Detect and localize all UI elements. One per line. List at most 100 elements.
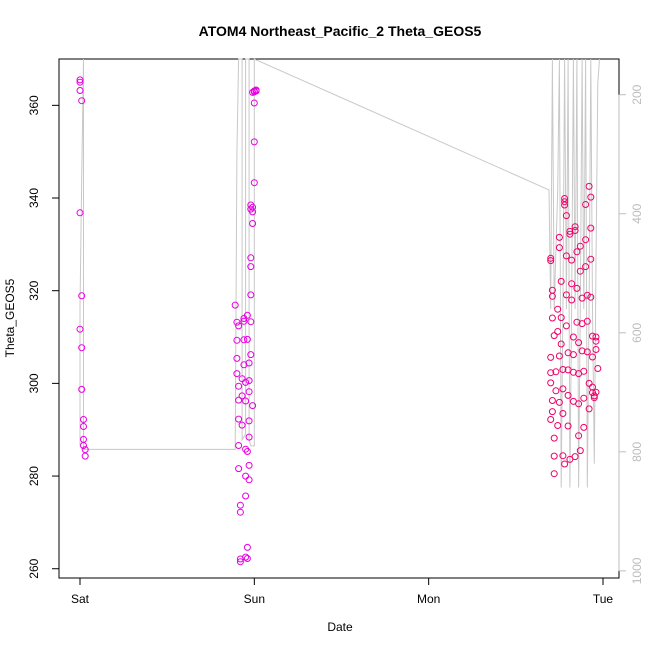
data-point <box>587 224 595 232</box>
y2-tick-label: 600 <box>630 322 644 342</box>
data-point <box>247 201 255 209</box>
data-point <box>548 292 556 300</box>
data-point <box>554 305 562 313</box>
data-point <box>555 233 563 241</box>
data-point <box>238 375 246 383</box>
data-point <box>240 336 248 344</box>
data-point <box>589 353 596 361</box>
data-point <box>571 227 579 234</box>
data-point <box>243 335 251 343</box>
data-point <box>235 442 243 449</box>
data-point <box>233 370 241 378</box>
data-point <box>587 255 595 263</box>
data-point <box>242 492 250 500</box>
data-point <box>548 397 556 404</box>
profile-line-series <box>79 58 600 488</box>
data-point <box>242 397 250 405</box>
x-tick-label: Sat <box>71 592 90 606</box>
data-point <box>569 333 577 341</box>
data-point <box>561 201 569 209</box>
data-point <box>550 470 558 478</box>
data-point <box>592 346 600 353</box>
data-point <box>575 432 583 440</box>
x-tick-label: Sun <box>244 592 265 606</box>
data-point <box>245 388 253 396</box>
data-point <box>564 422 572 430</box>
data-point <box>594 365 602 372</box>
data-point <box>249 220 257 227</box>
data-point <box>80 442 87 449</box>
y2-tick-label: 200 <box>630 84 644 104</box>
data-point <box>566 230 574 238</box>
data-point <box>233 318 241 326</box>
data-point <box>245 417 253 425</box>
data-point <box>245 359 253 367</box>
y-tick-label: 280 <box>27 466 41 486</box>
data-point <box>587 193 595 201</box>
data-point <box>585 182 593 190</box>
data-point <box>583 317 591 325</box>
data-point <box>247 254 255 262</box>
data-point <box>78 97 86 105</box>
chart-title: ATOM4 Northeast_Pacific_2 Theta_GEOS5 <box>199 23 482 39</box>
data-point <box>552 368 560 376</box>
data-point <box>575 339 583 347</box>
data-point <box>243 448 251 455</box>
y-axis-label: Theta_GEOS5 <box>3 278 17 357</box>
data-point <box>550 434 558 442</box>
data-point <box>250 138 258 146</box>
plot-area-border <box>58 58 620 579</box>
y-axis: 260 280 300 320 340 360 <box>27 95 60 579</box>
data-point <box>582 263 590 271</box>
data-point <box>573 248 581 256</box>
data-point <box>242 472 250 480</box>
data-point <box>547 416 555 423</box>
data-point <box>561 460 569 468</box>
data-point <box>243 555 251 562</box>
data-point <box>242 445 250 453</box>
data-point <box>566 455 574 463</box>
data-point <box>583 291 591 299</box>
data-point <box>576 267 584 275</box>
data-point <box>242 378 250 386</box>
data-point <box>76 87 84 94</box>
data-point <box>580 367 588 375</box>
data-point <box>547 369 555 377</box>
y-tick-label: 320 <box>27 280 41 300</box>
data-point <box>247 318 255 326</box>
data-point <box>573 318 581 326</box>
data-point <box>76 325 84 333</box>
data-point <box>561 198 569 206</box>
data-point <box>550 332 558 340</box>
data-point <box>231 301 239 309</box>
data-point <box>582 236 590 244</box>
data-point <box>78 292 86 300</box>
data-point <box>571 453 579 461</box>
data-point <box>235 415 243 423</box>
profile-line <box>79 58 600 488</box>
data-point <box>552 387 560 395</box>
x-tick-label: Tue <box>593 592 614 606</box>
data-point <box>580 394 588 402</box>
data-point <box>564 391 572 399</box>
data-point <box>554 328 562 335</box>
data-point <box>550 452 558 460</box>
data-point <box>235 322 243 330</box>
data-point <box>76 76 84 84</box>
y-tick-label: 360 <box>27 95 41 115</box>
data-point <box>233 336 241 344</box>
data-point <box>571 223 579 231</box>
data-point <box>557 277 565 285</box>
x-tick-label: Mon <box>417 592 440 606</box>
data-point <box>569 368 577 376</box>
y2-axis: 200 400 600 800 1000 <box>618 84 644 584</box>
data-point <box>245 433 253 441</box>
data-point <box>247 263 255 271</box>
data-point <box>554 422 562 429</box>
data-point <box>247 291 255 299</box>
data-point <box>238 421 246 429</box>
data-point <box>559 452 567 460</box>
data-point <box>252 86 260 94</box>
data-point <box>547 257 555 265</box>
data-point <box>555 398 563 406</box>
